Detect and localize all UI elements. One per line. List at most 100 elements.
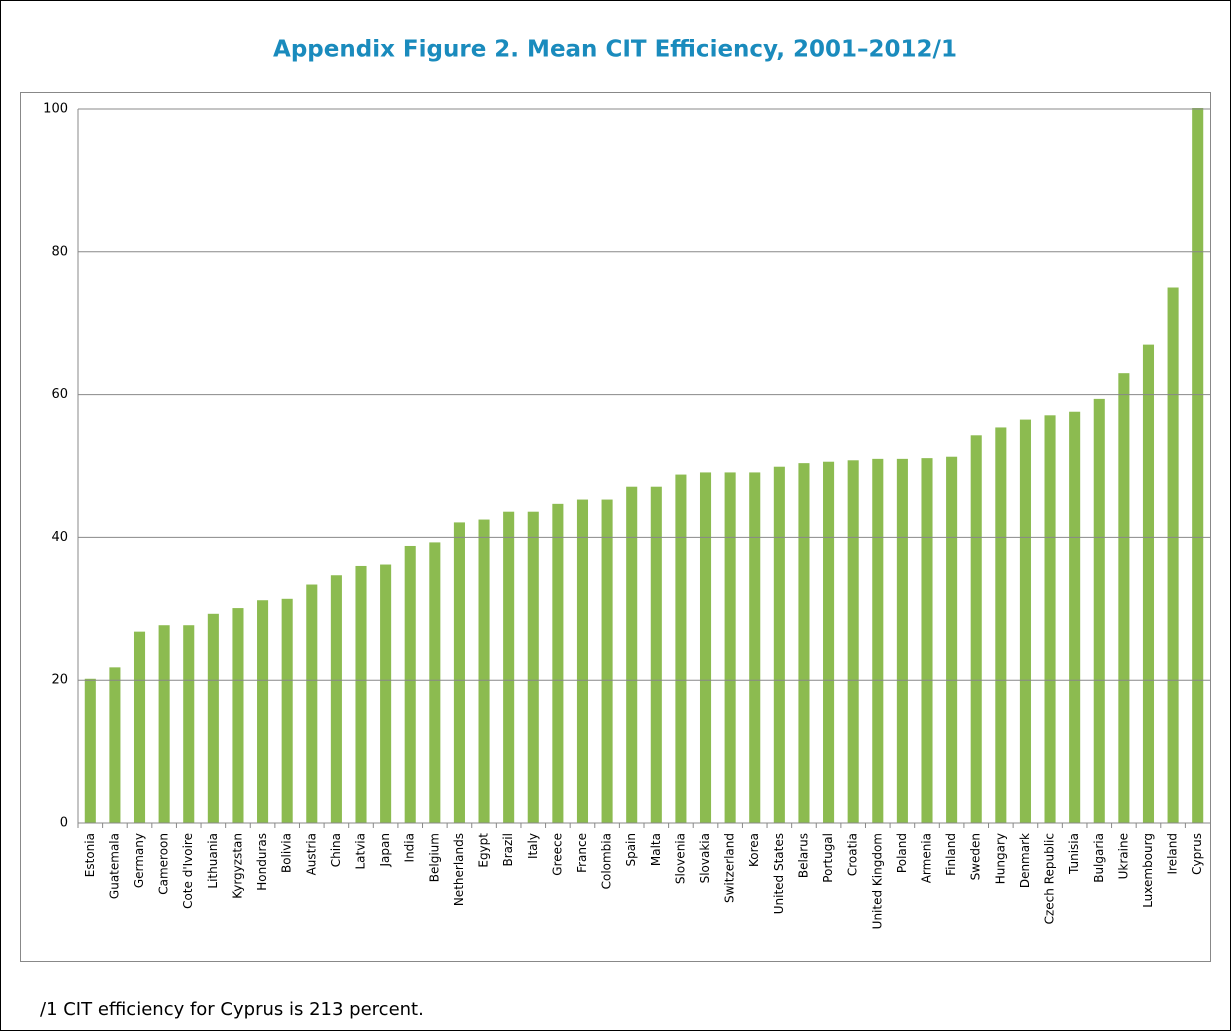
- x-tick-label: Czech Republic: [1043, 833, 1057, 924]
- x-tick-label: Korea: [747, 833, 761, 867]
- x-tick-label: Poland: [895, 833, 909, 873]
- bar: [207, 613, 219, 823]
- x-tick-label: Estonia: [83, 833, 97, 877]
- bar: [330, 575, 342, 823]
- bars: [84, 108, 1204, 823]
- x-tick-label: Slovakia: [698, 833, 712, 883]
- x-tick-label: Netherlands: [452, 833, 466, 906]
- bar: [281, 598, 293, 823]
- bar: [355, 565, 367, 823]
- bar: [896, 458, 908, 823]
- bar: [1069, 411, 1081, 823]
- bar: [552, 503, 564, 823]
- x-tick-label: Ukraine: [1116, 833, 1130, 879]
- x-tick-label: Cyprus: [1190, 833, 1204, 875]
- bar: [946, 456, 958, 823]
- bar: [970, 435, 982, 823]
- x-tick-label: Hungary: [993, 833, 1007, 884]
- x-tick-label: Luxembourg: [1141, 833, 1155, 908]
- x-tick-label: Belgium: [427, 833, 441, 882]
- bar: [183, 625, 195, 823]
- x-tick-label: Tunisia: [1067, 833, 1081, 875]
- y-tick-label: 40: [51, 530, 68, 545]
- bar: [257, 600, 269, 823]
- bar: [749, 472, 761, 823]
- bar: [1167, 287, 1179, 823]
- x-tick-label: United States: [772, 833, 786, 914]
- x-tick-label: Lithuania: [206, 833, 220, 889]
- bar: [626, 486, 638, 823]
- x-tick-label: France: [575, 833, 589, 873]
- bar: [921, 458, 933, 823]
- x-tick-label: Bulgaria: [1092, 833, 1106, 883]
- bar: [1118, 373, 1130, 823]
- x-tick-label: Finland: [944, 833, 958, 876]
- bar: [1192, 108, 1204, 823]
- bar: [773, 466, 785, 823]
- x-tick-label: Honduras: [255, 833, 269, 891]
- x-tick-label: Denmark: [1018, 833, 1032, 888]
- x-tick-label: Germany: [132, 833, 146, 888]
- bar: [724, 472, 736, 823]
- bar: [1019, 419, 1031, 823]
- x-tick-label: Austria: [304, 833, 318, 875]
- footnote: /1 CIT efficiency for Cyprus is 213 perc…: [40, 999, 424, 1020]
- x-tick-label: Sweden: [969, 833, 983, 880]
- bar: [84, 678, 96, 823]
- x-tick-label: Italy: [526, 833, 540, 859]
- bar: [847, 460, 859, 823]
- x-tick-label: Croatia: [846, 833, 860, 876]
- x-tick-label: Armenia: [920, 833, 934, 883]
- x-tick-label: Switzerland: [723, 833, 737, 903]
- chart-title: Appendix Figure 2. Mean CIT Efficiency, …: [273, 37, 957, 63]
- x-tick-label: Malta: [649, 833, 663, 866]
- plot-frame: [20, 92, 1211, 962]
- bar: [429, 542, 441, 823]
- x-tick-label: Ireland: [1166, 833, 1180, 875]
- bar: [453, 522, 465, 823]
- x-tick-label: Colombia: [600, 833, 614, 889]
- bar: [109, 667, 121, 823]
- bar: [133, 631, 146, 823]
- y-tick-label: 100: [43, 102, 68, 117]
- bar: [306, 584, 318, 823]
- x-tick-label: Cote d'Ivoire: [181, 833, 195, 909]
- x-tick-label: China: [329, 833, 343, 867]
- x-tick-label: United Kingdom: [870, 833, 884, 929]
- y-tick-label: 0: [60, 816, 68, 831]
- x-tick-label: Egypt: [477, 833, 491, 868]
- x-tick-label: India: [403, 833, 417, 862]
- x-tick-label: Guatemala: [107, 833, 121, 899]
- bar: [1093, 398, 1105, 823]
- bar: [823, 461, 835, 823]
- bar: [650, 486, 662, 823]
- y-tick-label: 80: [51, 244, 68, 259]
- x-tick-label: Japan: [378, 833, 392, 867]
- bar: [158, 625, 170, 823]
- bar: [1142, 344, 1155, 823]
- bar: [1044, 415, 1056, 823]
- y-tick-label: 20: [51, 673, 68, 688]
- bar: [798, 463, 810, 823]
- x-tick-label: Cameroon: [157, 833, 171, 895]
- bar: [404, 545, 416, 823]
- bar: [576, 499, 589, 823]
- bar: [478, 519, 490, 823]
- x-tick-label: Brazil: [501, 833, 515, 867]
- bar: [675, 474, 687, 823]
- x-tick-label: Slovenia: [673, 833, 687, 884]
- x-tick-label: Spain: [624, 833, 638, 867]
- bar: [232, 608, 244, 823]
- bar: [527, 511, 539, 823]
- x-tick-label: Portugal: [821, 833, 835, 883]
- x-tick-label: Kyrgyzstan: [230, 833, 244, 899]
- bar: [699, 472, 712, 823]
- x-tick-label: Bolivia: [280, 833, 294, 873]
- x-tick-label: Latvia: [354, 833, 368, 870]
- x-tick-label: Greece: [550, 833, 564, 876]
- x-tick-label: Belarus: [796, 833, 810, 878]
- bar: [872, 458, 884, 823]
- y-tick-label: 60: [51, 387, 68, 402]
